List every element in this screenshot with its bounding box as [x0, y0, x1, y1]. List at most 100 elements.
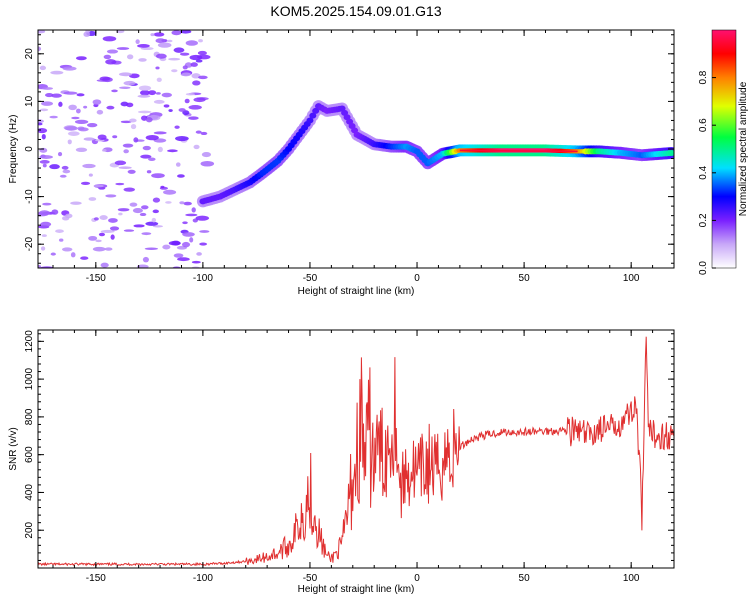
spectrogram-noise-blob	[80, 181, 91, 186]
spectrogram-noise-blob	[117, 208, 130, 212]
spectrogram-noise-blob	[119, 86, 131, 90]
spectrogram-noise-blob	[70, 201, 82, 205]
spectrogram-noise-blob	[141, 232, 152, 236]
spectrogram-noise-blob	[153, 32, 165, 37]
spectrogram-noise-blob	[57, 152, 63, 157]
spectrogram-noise-blob	[88, 197, 97, 201]
spectrogram-noise-blob	[177, 257, 190, 262]
spectrogram-xtick-label: -150	[86, 273, 106, 284]
colorbar-tick-label: 0.6	[698, 118, 709, 132]
spectrogram-ytick-label: 0	[24, 146, 35, 152]
spectrogram-noise-blob	[123, 229, 135, 232]
spectrogram-noise-blob	[179, 52, 190, 56]
spectrogram-noise-blob	[195, 130, 202, 134]
snr-ytick-label: 800	[24, 408, 35, 425]
spectrogram-noise-blob	[185, 213, 198, 217]
spectrogram-noise-blob	[146, 170, 152, 174]
spectrogram-noise-blob	[116, 47, 130, 50]
spectrogram-noise-blob	[112, 135, 118, 139]
spectrogram-noise-blob	[150, 33, 155, 37]
spectrogram-noise-blob	[62, 66, 77, 71]
colorbar-tick-label: 0.8	[698, 70, 709, 84]
spectrogram-noise-blob	[118, 166, 132, 169]
spectrogram-noise-blob	[39, 160, 50, 164]
spectrogram-noise-blob	[165, 201, 172, 204]
spectrogram-noise-blob	[38, 30, 46, 34]
spectrogram-noise-blob	[171, 30, 182, 36]
spectrogram-noise-blob	[155, 66, 160, 70]
snr-ylabel: SNR (v/v)	[8, 427, 19, 470]
spectrogram-noise-blob	[105, 194, 117, 198]
spectrogram-noise-blob	[71, 116, 80, 120]
spectrogram-noise-blob	[138, 85, 152, 91]
spectrogram-noise-blob	[160, 185, 165, 189]
spectrogram-noise-blob	[61, 165, 69, 170]
spectrogram-noise-blob	[74, 119, 89, 124]
spectrogram-noise-blob	[129, 118, 137, 123]
spectrogram-xlabel: Height of straight line (km)	[298, 286, 415, 297]
spectrogram-noise-blob	[135, 39, 140, 45]
spectrogram-noise-blob	[155, 53, 167, 59]
spectrogram-xtick-label: 100	[623, 273, 640, 284]
spectrogram-noise-blob	[67, 139, 72, 145]
spectrogram-noise-blob	[198, 39, 203, 43]
spectrogram-noise-blob	[120, 120, 132, 124]
spectrogram-noise-blob	[105, 59, 117, 65]
spectrogram-noise-blob	[140, 154, 152, 159]
spectrogram-noise-blob	[76, 108, 81, 114]
spectrogram-noise-blob	[185, 40, 198, 46]
snr-ytick-label: 1200	[24, 330, 35, 353]
spectrogram-noise-blob	[175, 135, 189, 142]
spectrogram-peak-line	[459, 149, 578, 153]
spectrogram-ytick-label: -20	[24, 237, 35, 252]
snr-xtick-label: 100	[623, 573, 640, 584]
spectrogram-noise-blob	[148, 157, 156, 161]
spectrogram-noise-blob	[108, 218, 118, 223]
spectrogram-noise-blob	[139, 90, 150, 96]
spectrogram-noise-blob	[38, 210, 51, 216]
spectrogram-noise-blob	[148, 90, 157, 96]
snr-ytick-label: 200	[24, 521, 35, 538]
spectrogram-noise-blob	[100, 229, 115, 234]
spectrogram-marks	[38, 30, 674, 268]
spectrogram-noise-blob	[183, 201, 192, 206]
spectrogram-noise-blob	[155, 92, 161, 95]
spectrogram-noise-blob	[167, 149, 178, 153]
spectrogram-xtick-label: -100	[193, 273, 213, 284]
spectrogram-noise-blob	[80, 256, 89, 260]
spectrogram-noise-blob	[49, 164, 60, 170]
spectrogram-noise-blob	[126, 54, 134, 60]
spectrogram-noise-blob	[123, 149, 129, 154]
spectrogram-noise-blob	[145, 134, 159, 141]
spectrogram-noise-blob	[171, 240, 181, 246]
spectrogram-noise-blob	[182, 232, 195, 237]
spectrogram-ytick-label: 20	[24, 48, 35, 60]
spectrogram-noise-blob	[195, 59, 203, 63]
spectrogram-xtick-label: 0	[414, 273, 420, 284]
spectrogram-noise-blob	[65, 213, 73, 219]
spectrogram-noise-blob	[98, 232, 106, 237]
spectrogram-noise-blob	[152, 209, 159, 214]
snr-ytick-label: 600	[24, 446, 35, 463]
spectrogram-noise-blob	[58, 238, 64, 242]
spectrogram-noise-blob	[145, 221, 159, 226]
spectrogram-noise-blob	[111, 89, 118, 93]
spectrogram-noise-blob	[114, 160, 127, 166]
snr-ytick-label: 400	[24, 484, 35, 501]
colorbar-tick-label: 0.2	[698, 213, 709, 227]
spectrogram-noise-blob	[49, 115, 58, 119]
spectrogram-ridge-core	[309, 112, 317, 119]
spectrogram-noise-blob	[39, 65, 47, 71]
spectrogram-noise-blob	[83, 137, 95, 141]
spectrogram-noise-blob	[199, 230, 210, 233]
spectrogram-noise-blob	[151, 173, 165, 179]
figure-title: KOM5.2025.154.09.01.G13	[270, 3, 441, 19]
spectrogram-noise-blob	[88, 235, 98, 241]
spectrogram-noise-blob	[123, 80, 136, 86]
spectrogram-noise-blob	[42, 163, 47, 168]
spectrogram-noise-blob	[40, 246, 46, 251]
spectrogram-noise-blob	[197, 54, 211, 60]
spectrogram-noise-blob	[106, 105, 115, 110]
spectrogram-noise-blob	[151, 217, 157, 223]
